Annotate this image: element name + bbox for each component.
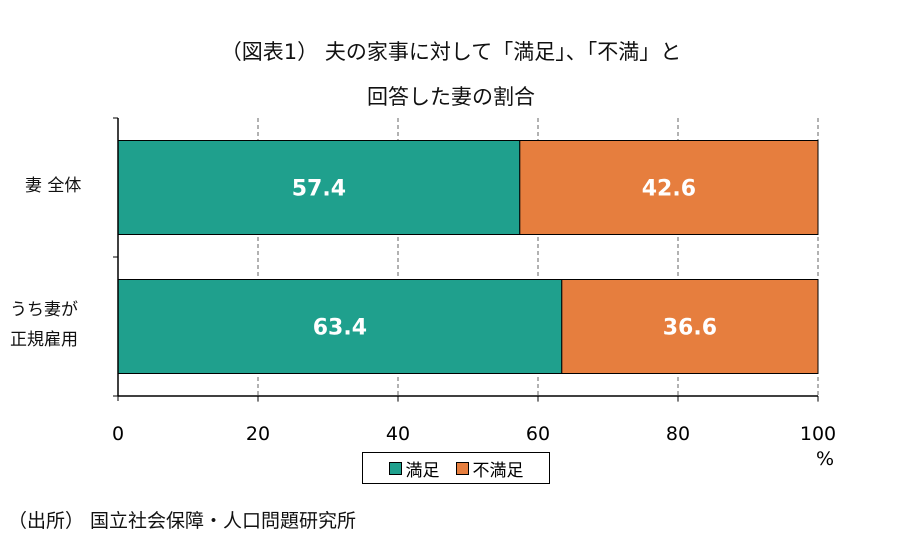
legend: 満足 不満足: [362, 452, 550, 484]
legend-swatch-dissatisfied: [455, 461, 469, 475]
x-tick-label-100: 100: [800, 423, 836, 445]
category-label-1: うち妻が 正規雇用: [10, 295, 78, 355]
legend-swatch-satisfied: [388, 461, 402, 475]
data-label-satisfied-1: 63.4: [313, 316, 367, 341]
bar-satisfied-1: [117, 279, 563, 374]
legend-item-dissatisfied: 不満足: [455, 456, 524, 481]
chart-title-line1: （図表1） 夫の家事に対して「満足」、「不満」と: [220, 40, 682, 64]
x-tick-label-0: 0: [112, 423, 124, 445]
source-note: （出所） 国立社会保障・人口問題研究所: [8, 510, 357, 532]
category-label-0: 妻 全体: [25, 171, 81, 201]
bar-dissatisfied-0: [519, 140, 819, 235]
x-axis-unit: %: [816, 448, 835, 470]
x-tick-label-20: 20: [246, 423, 270, 445]
legend-item-satisfied: 満足: [388, 456, 440, 481]
data-label-dissatisfied-0: 42.6: [642, 177, 696, 202]
x-tick-label-80: 80: [666, 423, 690, 445]
category-label-0-line-0: 妻 全体: [25, 175, 82, 196]
bar-dissatisfied-1: [561, 279, 819, 374]
data-label-dissatisfied-1: 36.6: [663, 316, 717, 341]
x-tick-label-60: 60: [526, 423, 550, 445]
data-label-satisfied-0: 57.4: [292, 177, 346, 202]
x-tick-label-40: 40: [386, 423, 410, 445]
chart-title-line2: 回答した妻の割合: [367, 85, 535, 109]
category-label-1-line-1: 正規雇用: [10, 329, 78, 350]
legend-label-dissatisfied: 不満足: [472, 460, 524, 481]
legend-label-satisfied: 満足: [405, 460, 440, 481]
category-label-1-line-0: うち妻が: [10, 299, 78, 320]
